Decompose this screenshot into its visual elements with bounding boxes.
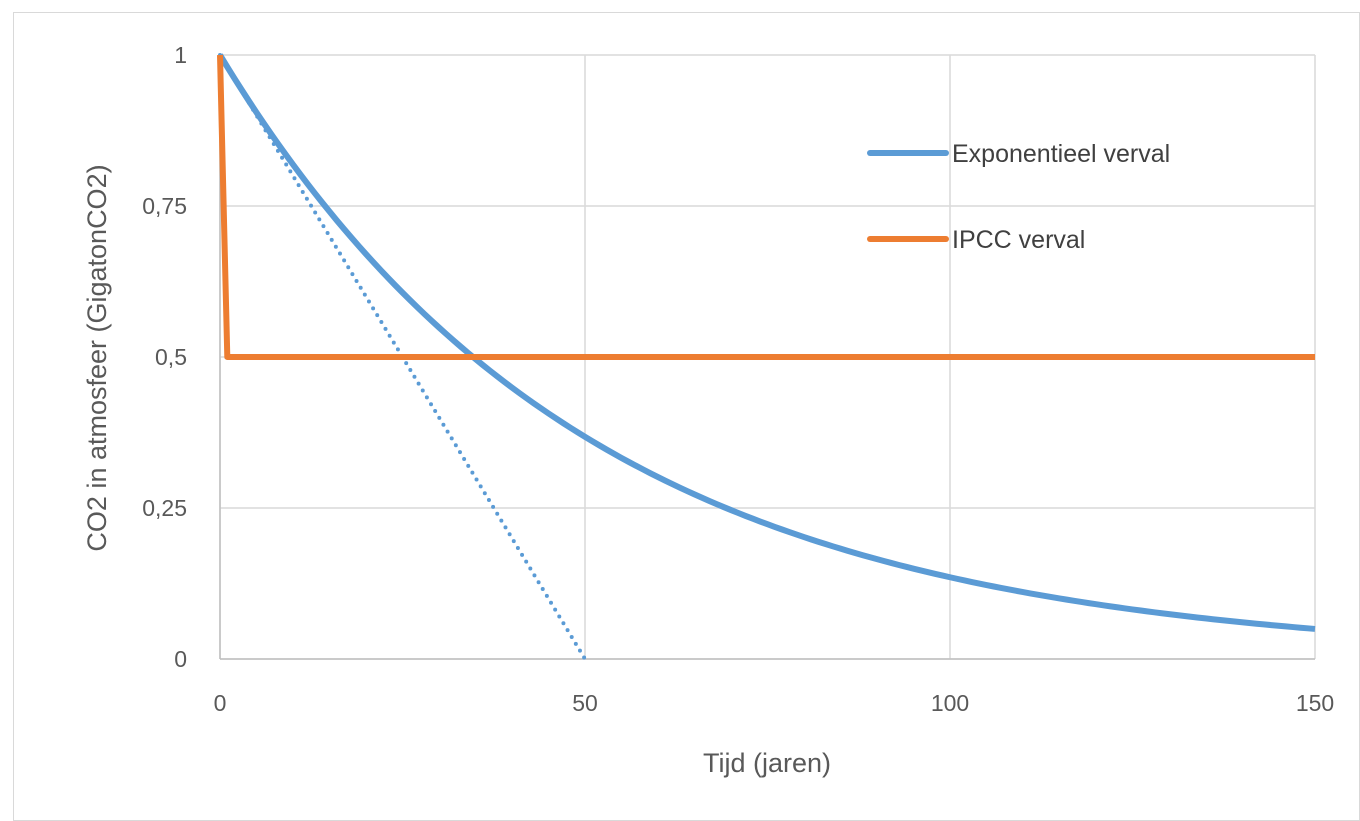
legend-label-exponential: Exponentieel verval (952, 140, 1170, 168)
y-axis-title: CO2 in atmosfeer (GigatonCO2) (82, 164, 112, 551)
series-line-ipcc (217, 54, 1315, 360)
y-tick-label: 0,25 (142, 495, 187, 521)
tick-labels: 0 0,25 0,5 0,75 1 0 50 100 150 (142, 42, 1334, 716)
chart-frame (13, 12, 1360, 821)
x-axis-title: Tijd (jaren) (703, 748, 831, 778)
x-tick-label: 50 (572, 690, 598, 716)
legend: Exponentieel verval IPCC verval (867, 140, 1170, 254)
y-tick-label: 0,5 (155, 344, 187, 370)
y-tick-label: 1 (174, 42, 187, 68)
series-layer (217, 53, 1316, 661)
y-tick-label: 0 (174, 646, 187, 672)
legend-label-ipcc: IPCC verval (952, 226, 1085, 254)
series-line-exponential (217, 53, 1316, 632)
x-tick-label: 100 (931, 690, 969, 716)
x-tick-label: 0 (214, 690, 227, 716)
x-tick-label: 150 (1296, 690, 1334, 716)
y-tick-label: 0,75 (142, 193, 187, 219)
